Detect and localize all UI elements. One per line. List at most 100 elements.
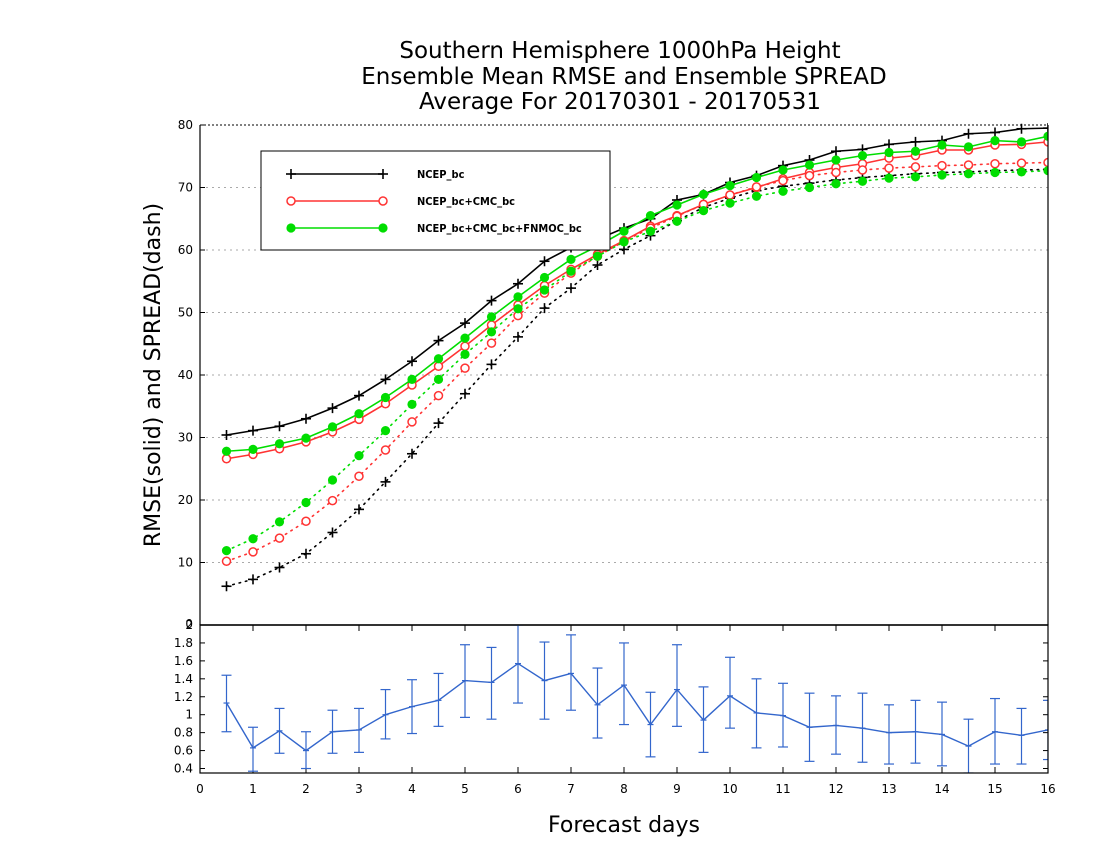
spread-point [1043,157,1048,168]
spread-point [910,162,921,172]
error-bar [672,644,682,727]
spread-point [910,172,921,182]
rmse-point [327,422,338,432]
spread-point [301,497,311,508]
top-series [221,123,1048,592]
y-tick-label: 1.4 [174,672,193,686]
rmse-point [910,146,921,156]
spread-point [248,547,258,557]
y-tick-label: 0 [185,617,193,631]
spread-point [937,170,947,180]
legend-entry: NCEP_bc+CMC_bc+FNMOC_bc [286,222,582,235]
legend-label: NCEP_bc+CMC_bc+FNMOC_bc [417,222,582,235]
x-tick-label: 3 [355,782,363,796]
rmse-point [698,189,709,199]
y-tick-label: 0.8 [174,726,193,740]
spread-point [619,237,629,247]
bottom-frame [199,624,1049,774]
error-bar [354,707,364,753]
spread-point [460,363,470,373]
error-bar [963,718,974,773]
rmse-point [221,430,232,440]
spread-point [963,169,974,179]
error-bar [1016,707,1027,765]
rmse-point [433,354,444,364]
spread-point [804,170,815,181]
rmse-point [1043,123,1048,134]
x-tick-label: 5 [461,782,469,796]
spread-point [380,476,391,487]
y-tick-label: 1.2 [174,690,193,704]
rmse-point [725,181,735,191]
x-axis-label: Forecast days [548,813,700,838]
error-bar [831,695,841,755]
x-tick-label: 7 [567,782,575,796]
legend-marker [378,223,388,233]
legend-marker [378,169,388,179]
rmse-point [884,139,894,150]
rmse-point [1016,123,1027,134]
spread-point [274,562,285,573]
spread-point [513,331,523,342]
error-bar [486,646,497,720]
spread-point [645,226,656,236]
error-bar [460,644,470,718]
spread-point [963,160,974,170]
rmse-point [910,136,921,147]
spread-point [778,175,788,186]
error-bar [513,625,523,704]
top-panel: 10 20 30 40 50 60 70 80 0 [178,118,1049,631]
spread-point [433,418,444,429]
spread-point [804,182,815,193]
spread-point [1016,158,1027,168]
y-tick-label: 2 [185,618,193,632]
rmse-point [460,333,470,343]
spread-point [725,198,735,208]
spread-point [831,179,841,189]
rmse-point [221,454,232,464]
spread-point [460,349,470,359]
y-tick-label: 1.8 [174,636,193,650]
legend: NCEP_bc NCEP_bc+CMC_bc NCEP_bc+CMC_bc+FNMO… [260,150,611,251]
error-bar [990,697,1000,765]
spread-point [407,417,417,427]
y-tick-label: 80 [178,118,193,132]
x-tick-label: 15 [987,782,1002,796]
error-bar [248,726,258,772]
error-bar [221,674,232,733]
spread-point [274,533,285,543]
chart-title: Southern Hemisphere 1000hPa Height Ensem… [361,38,886,115]
rmse-point [645,211,656,221]
error-bar [778,682,788,748]
spread-point [433,374,444,384]
bottom-panel: 0.40.60.811.21.41.61.820 1 2 3 4 5 6 7 8 9 10 11 12 1… [174,618,1056,796]
rmse-point [513,278,523,289]
spread-point [725,190,735,200]
rmse-point [327,403,338,414]
spread-point [539,285,550,295]
series-ncep-bc-cmc-bc-fnmoc-bc [221,131,1048,556]
spread-point [990,159,1000,169]
rmse-point [433,361,444,371]
rmse-point [937,140,947,150]
spread-point [884,163,894,173]
error-bar [433,672,444,727]
spread-point [566,283,576,294]
x-tick-label: 16 [1040,782,1055,796]
legend-label: NCEP_bc [417,168,465,181]
spread-point [831,167,841,178]
spread-point [751,182,762,192]
x-tick-label: 10 [722,782,737,796]
error-bar [1043,699,1048,761]
error-bar [327,709,338,754]
y-tick-label: 20 [178,493,193,507]
rmse-point [963,142,974,152]
difference-line [225,662,1048,752]
rmse-point [380,374,391,385]
spread-point [857,176,868,186]
spread-point [248,574,258,585]
error-bar [566,634,576,711]
rmse-point [274,421,285,432]
x-tick-label: 11 [775,782,790,796]
